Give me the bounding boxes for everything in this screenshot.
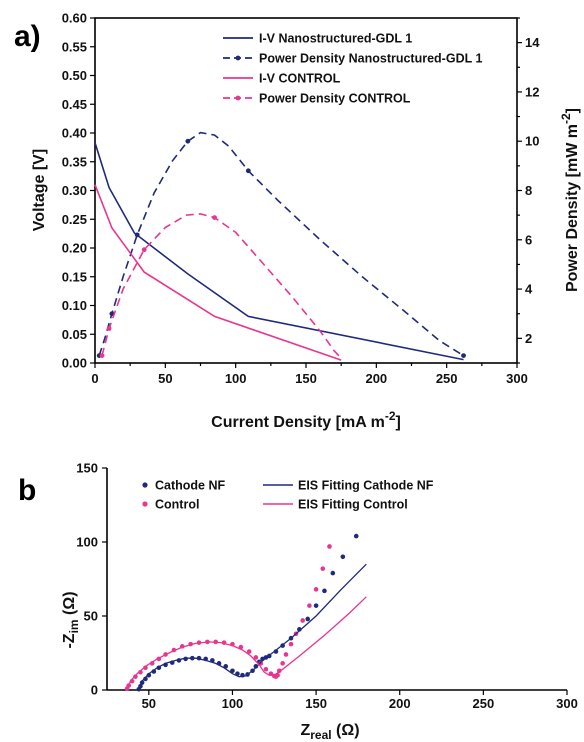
panel-a-series-1-point [461, 353, 466, 359]
panel-a-y-tick-label: 0.30 [62, 183, 87, 198]
panel-a-series-0-line [94, 142, 464, 361]
panel-b-data-point [353, 533, 359, 539]
panel-b-data-point [320, 566, 326, 571]
panel-b-legend: Cathode NF Control EIS Fitting Cathode NF E… [142, 479, 434, 512]
panel-a-y-tick-label: 0.15 [62, 269, 87, 284]
panel-a-legend-marker [235, 95, 241, 101]
panel-a-legend-label: Power Density Nanostructured-GDL 1 [259, 52, 482, 66]
panel-b-data-point [340, 554, 346, 560]
panel-b-data-point [133, 674, 138, 679]
panel-a: a) 0 50 100 150 200 250 300 0.00 0.05 0.10 0.15 0.2… [14, 11, 581, 432]
panel-b-x-tick-label: 100 [222, 696, 244, 711]
panel-a-y2-axis-label: Power Density [mW m-2] [559, 108, 581, 292]
panel-b-x-tick-label: 300 [556, 696, 578, 711]
panel-a-x-axis-label: Current Density [mA m-2] [211, 409, 401, 431]
panel-b-legend-label: EIS Fitting Control [298, 498, 408, 512]
panel-a-x-tick-label: 150 [295, 371, 317, 386]
panel-a-series-2-line [94, 184, 342, 361]
panel-b-data-point [253, 664, 259, 669]
panel-a-series-1-line [98, 131, 464, 357]
panel-b-legend-marker [142, 482, 148, 488]
panel-b-data-point [313, 603, 319, 608]
panel-a-y2-tick-label: 6 [525, 232, 532, 247]
panel-b-fit-line-3 [126, 596, 367, 691]
panel-a-series-3-point [212, 215, 217, 221]
panel-a-legend-label: I-V Nanostructured-GDL 1 [259, 32, 412, 46]
panel-a-legend: I-V Nanostructured-GDL 1 Power Density Na… [223, 32, 482, 106]
panel-b-y-tick-label: 150 [76, 461, 98, 476]
panel-b-data-point [300, 618, 306, 623]
panel-a-legend-label: Power Density CONTROL [259, 92, 411, 106]
panel-a-series-1-point [245, 168, 251, 174]
panel-a-x-tick-label: 100 [225, 371, 247, 386]
panel-b-data-point [283, 652, 289, 657]
panel-a-y-axis-label: Voltage [V] [31, 149, 48, 231]
panel-b-x-axis-label: Zreal (Ω) [300, 722, 359, 742]
panel-a-legend-marker [235, 55, 241, 61]
panel-b-y-tick-label: 50 [84, 609, 98, 624]
panel-b-data-point [322, 588, 327, 594]
panel-a-series-3-point [106, 326, 112, 331]
panel-b-data-point [263, 666, 269, 672]
panel-b-label: b [18, 474, 36, 507]
panel-a-label: a) [14, 20, 41, 53]
panel-b-x-tick-label: 200 [389, 696, 411, 711]
panel-b-data-point [330, 570, 336, 576]
panel-a-plot-area [94, 131, 466, 361]
panel-b-legend-label: Cathode NF [155, 479, 226, 493]
panel-b-data-point [288, 641, 294, 647]
panel-a-y-tick-label: 0.00 [62, 356, 87, 371]
panel-a-y2-tick-label: 8 [525, 183, 532, 198]
panel-a-y2-tick-label: 4 [525, 282, 533, 297]
panel-a-frame [94, 17, 518, 364]
panel-a-y-tick-label: 0.20 [62, 241, 87, 256]
panel-a-series-3-point [141, 247, 147, 253]
panel-a-y-tick-label: 0.25 [62, 212, 87, 227]
panel-a-y2-tick-label: 2 [525, 331, 532, 346]
panel-a-series-1-point [185, 138, 191, 144]
panel-b-data-point [246, 649, 252, 654]
panel-a-series-3-point [99, 353, 105, 359]
panel-b-plot-area [124, 533, 367, 692]
panel-b-data-point [253, 655, 259, 660]
panel-a-y-tick-label: 0.50 [62, 68, 87, 83]
panel-a-y-tick-label: 0.35 [62, 154, 87, 169]
panel-a-x-tick-label: 0 [91, 371, 98, 386]
panel-b-y-tick-label: 0 [91, 683, 98, 698]
panel-b-data-point [313, 587, 319, 592]
panel-a-axes: 0 50 100 150 200 250 300 0.00 0.05 0.10 0.15 0.20 0.… [62, 11, 541, 387]
panel-a-y-tick-label: 0.55 [62, 39, 87, 54]
panel-a-y-tick-label: 0.45 [62, 97, 87, 112]
panel-a-x-tick-label: 300 [506, 371, 528, 386]
panel-a-series-1-point [134, 232, 140, 238]
panel-a-y-tick-label: 0.60 [62, 11, 87, 26]
panel-b-data-point [307, 603, 312, 608]
panel-b-data-point [305, 616, 311, 622]
panel-b-axes: 50 100 150 200 250 300 0 50 100 150 [76, 461, 578, 712]
panel-a-y-tick-label: 0.40 [62, 126, 87, 141]
panel-b-legend-label: Control [155, 498, 199, 512]
panel-b-legend-label: EIS Fitting Cathode NF [298, 479, 434, 493]
panel-a-y-tick-label: 0.10 [62, 298, 87, 313]
panel-b-fit-line-2 [138, 563, 367, 691]
panel-b-x-tick-label: 150 [305, 696, 327, 711]
panel-b-y-tick-label: 100 [76, 535, 98, 550]
panel-a-x-tick-label: 50 [158, 371, 172, 386]
panel-a-x-tick-label: 200 [365, 371, 387, 386]
panel-a-x-tick-label: 250 [436, 371, 458, 386]
panel-b-x-tick-label: 50 [142, 696, 156, 711]
panel-b-x-tick-label: 250 [473, 696, 495, 711]
panel-a-legend-label: I-V CONTROL [259, 72, 341, 86]
panel-b-data-point [280, 661, 285, 666]
panel-b-y-axis-label: -Zim (Ω) [61, 591, 81, 648]
panel-a-y-tick-label: 0.05 [62, 327, 87, 342]
panel-a-y2-tick-label: 10 [525, 134, 539, 149]
panel-b-data-point [230, 668, 235, 674]
panel-a-y2-tick-label: 14 [525, 35, 540, 50]
panel-a-y2-tick-label: 12 [525, 84, 539, 99]
panel-b-data-point [327, 544, 332, 549]
panel-b-legend-marker [142, 501, 148, 507]
